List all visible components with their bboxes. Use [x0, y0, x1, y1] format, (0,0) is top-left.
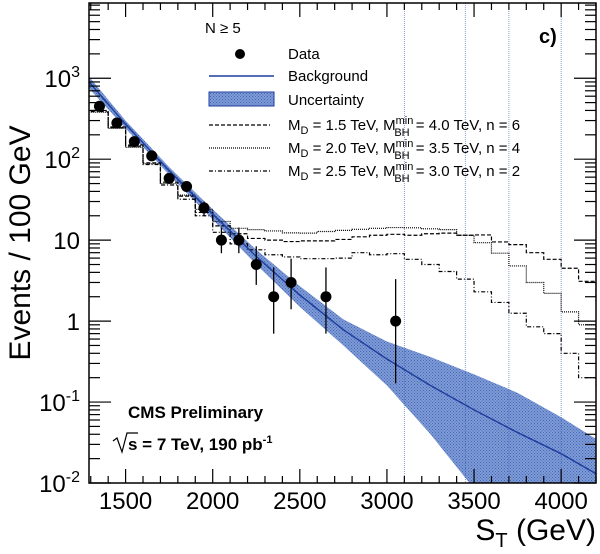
- x-axis-title: ST (GeV): [475, 514, 596, 552]
- data-point: [128, 136, 140, 148]
- signal-curve-dashdot: [90, 110, 596, 387]
- data-point: [285, 276, 297, 288]
- data-point: [250, 259, 262, 271]
- x-tick-label: 3500: [447, 488, 500, 515]
- plot-frame: [88, 2, 597, 484]
- y-tick-label: 1: [67, 309, 80, 336]
- legend-label-signal-n4: MD = 2.0 TeV, Mmin BH = 3.5 TeV, n = 4: [288, 138, 520, 162]
- x-tick-labels: 1500 2000 2500 3000 3500 4000: [99, 488, 588, 515]
- x-axis-ticks: [90, 3, 597, 483]
- data-point: [268, 291, 280, 303]
- band-gridlines: [403, 3, 562, 483]
- signal-curves: [90, 109, 596, 387]
- label-sub: BH: [394, 150, 409, 162]
- legend-label-signal-n6: MD = 1.5 TeV, Mmin BH = 4.0 TeV, n = 6: [288, 115, 520, 139]
- legend-label-signal-n2: MD = 2.5 TeV, Mmin BH = 3.0 TeV, n = 2: [288, 161, 520, 185]
- label-part: = 3.5 TeV, n = 4: [412, 140, 520, 157]
- label-part: = 2.5 TeV, M: [308, 163, 395, 180]
- label-sub: D: [301, 125, 309, 137]
- label-sub: D: [301, 148, 309, 160]
- legend: Data Background Uncertainty MD = 1.5 TeV…: [208, 46, 520, 185]
- x-tick-label: 3000: [360, 488, 413, 515]
- energy-sup: -1: [263, 434, 273, 446]
- label-part: = 3.0 TeV, n = 2: [412, 163, 520, 180]
- legend-label-background: Background: [288, 68, 368, 85]
- energy-label: s = 7 TeV, 190 pb-1: [112, 432, 272, 455]
- cms-label: CMS Preliminary: [128, 403, 264, 422]
- panel-label: c): [539, 26, 557, 48]
- legend-label-uncertainty: Uncertainty: [288, 92, 364, 109]
- y-axis-ticks: [89, 4, 596, 484]
- data-point: [198, 202, 210, 214]
- label-part: M: [288, 140, 301, 157]
- data-points: [93, 100, 402, 384]
- legend-data-marker: [235, 49, 245, 59]
- plot-area: [89, 3, 596, 483]
- label-part: M: [288, 117, 301, 134]
- data-point: [181, 180, 193, 192]
- label-part: = 4.0 TeV, n = 6: [412, 117, 520, 134]
- sqrt-icon: [112, 432, 138, 455]
- data-point: [215, 234, 227, 246]
- background-line: [89, 81, 596, 475]
- y-tick-label: 103: [44, 64, 80, 93]
- label-sub: BH: [394, 173, 409, 185]
- selection-label: N ≥ 5: [205, 20, 241, 37]
- label-part: = 1.5 TeV, M: [308, 117, 395, 134]
- label-sup: min: [396, 115, 414, 127]
- data-point: [93, 100, 105, 112]
- data-point: [320, 291, 332, 303]
- y-tick-label: 10-2: [39, 469, 80, 498]
- x-tick-label: 4000: [534, 488, 587, 515]
- y-tick-label: 102: [44, 145, 80, 174]
- x-axis-title-main: S: [475, 514, 495, 547]
- x-tick-label: 1500: [99, 488, 152, 515]
- label-sub: BH: [394, 127, 409, 139]
- label-part: M: [288, 163, 301, 180]
- x-tick-label: 2500: [273, 488, 326, 515]
- data-point: [163, 172, 175, 184]
- y-tick-label: 10-1: [39, 388, 80, 417]
- signal-curve-dashed: [90, 109, 596, 302]
- label-part: = 2.0 TeV, M: [308, 140, 395, 157]
- y-tick-labels: 10-2 10-1 1 10 102 103: [39, 64, 80, 498]
- data-point: [146, 150, 158, 162]
- x-axis-title-unit: (GeV): [508, 514, 596, 547]
- y-axis-title: Events / 100 GeV: [4, 125, 37, 360]
- x-tick-label: 2000: [186, 488, 239, 515]
- data-point: [390, 315, 402, 327]
- energy-text: s = 7 TeV, 190 pb: [128, 435, 263, 454]
- legend-uncertainty-swatch: [208, 91, 275, 107]
- energy-label-text: s = 7 TeV, 190 pb-1: [128, 434, 272, 454]
- x-axis-title-sub: T: [495, 530, 507, 552]
- data-point: [111, 117, 123, 129]
- y-tick-label: 10: [53, 228, 80, 255]
- label-sup: min: [396, 161, 414, 173]
- label-sub: D: [301, 171, 309, 183]
- label-sup: min: [396, 138, 414, 150]
- legend-label-data: Data: [288, 46, 320, 63]
- data-point: [233, 234, 245, 246]
- uncertainty-band: [89, 76, 596, 483]
